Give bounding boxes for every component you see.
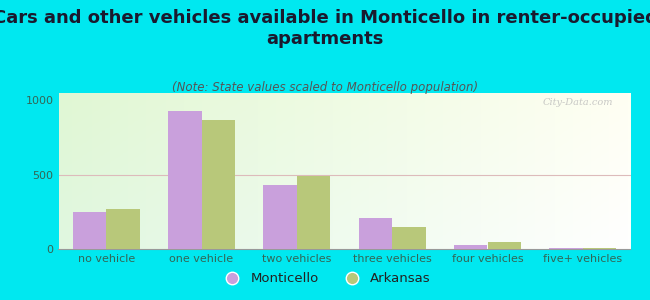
Bar <box>392 227 426 249</box>
Bar <box>73 212 106 249</box>
Bar <box>297 176 330 249</box>
Bar <box>106 209 140 249</box>
Legend: Monticello, Arkansas: Monticello, Arkansas <box>214 267 436 290</box>
Bar <box>454 245 488 249</box>
Bar <box>583 248 616 249</box>
Bar <box>202 120 235 249</box>
Text: City-Data.com: City-Data.com <box>543 98 614 107</box>
Text: (Note: State values scaled to Monticello population): (Note: State values scaled to Monticello… <box>172 81 478 94</box>
Bar <box>359 218 392 249</box>
Bar <box>488 242 521 249</box>
Bar <box>263 185 297 249</box>
Text: Cars and other vehicles available in Monticello in renter-occupied
apartments: Cars and other vehicles available in Mon… <box>0 9 650 48</box>
Bar <box>168 111 202 249</box>
Bar <box>549 248 583 249</box>
